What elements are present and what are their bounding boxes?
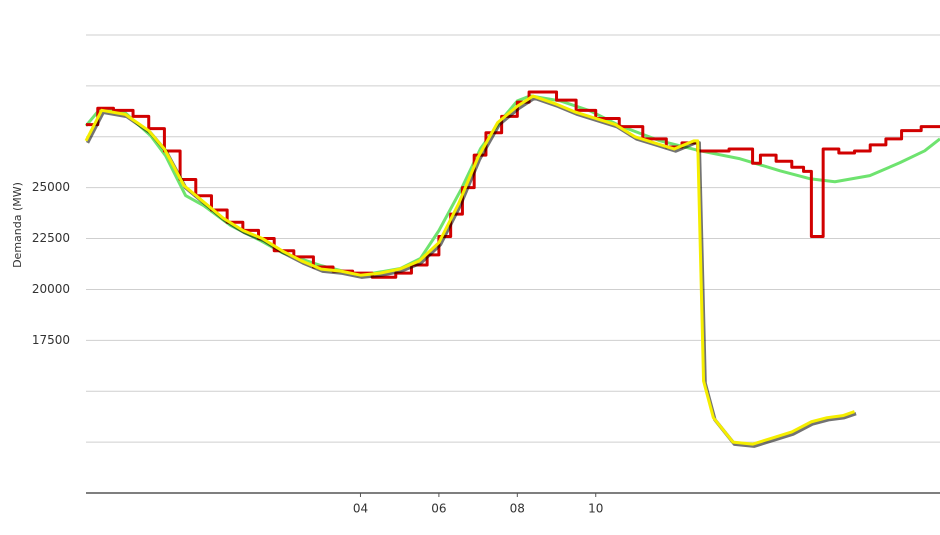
y-tick-label: 22500 <box>32 231 70 245</box>
series-line <box>84 94 856 446</box>
x-tick-label: 06 <box>431 502 446 516</box>
x-tick-label: 10 <box>588 502 603 516</box>
x-tick-label: 04 <box>353 502 368 516</box>
y-tick-label: 25000 <box>32 180 70 194</box>
y-tick-label: 17500 <box>32 333 70 347</box>
y-axis-label: Demanda (MW) <box>11 182 24 268</box>
series-line <box>84 94 940 277</box>
x-tick-label: 08 <box>510 502 525 516</box>
y-tick-label: 20000 <box>32 282 70 296</box>
series-line <box>86 90 940 279</box>
